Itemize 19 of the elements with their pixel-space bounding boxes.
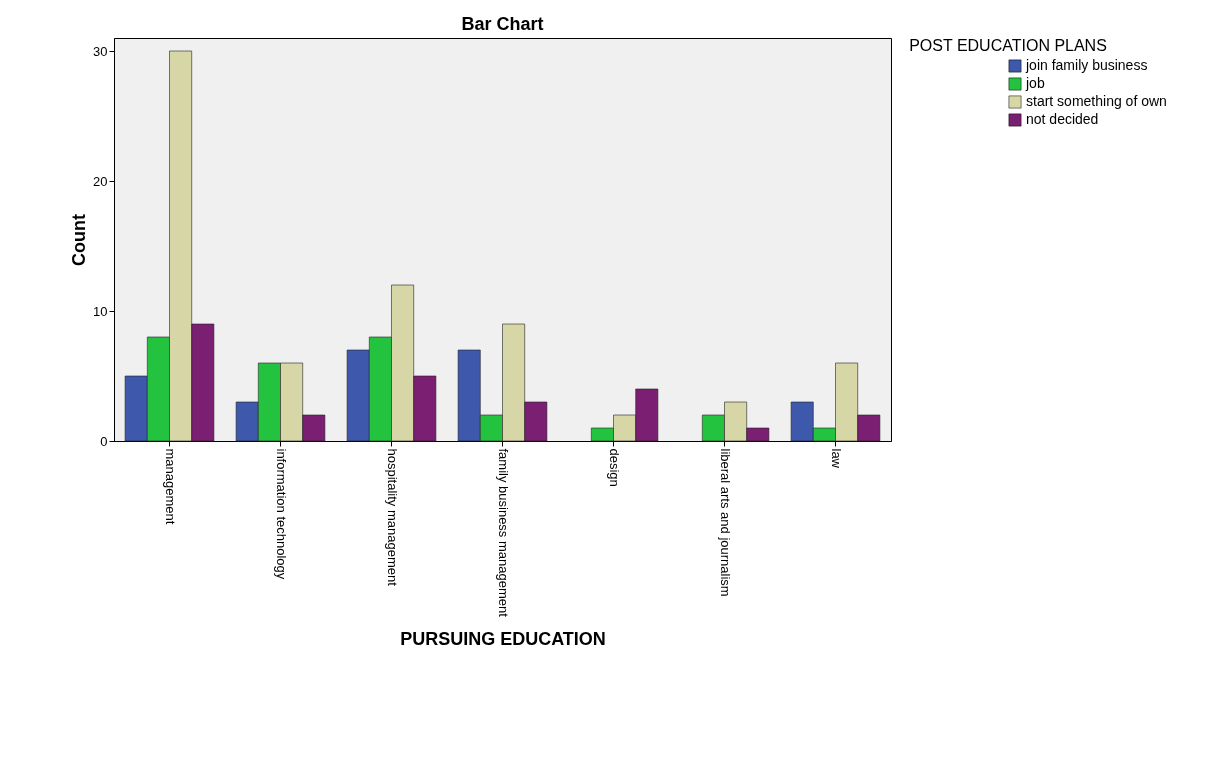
x-tick-label: information technology (273, 448, 289, 580)
legend-label: join family business (1025, 57, 1148, 73)
legend-title: POST EDUCATION PLANS (909, 37, 1107, 54)
x-tick-label: law (828, 448, 844, 469)
y-tick-label: 30 (93, 43, 108, 59)
x-tick-label: liberal arts and journalism (717, 448, 733, 597)
y-axis-title: Count (69, 214, 90, 266)
y-tick-label: 0 (100, 433, 108, 449)
legend-label: job (1025, 75, 1045, 91)
legend-label: not decided (1026, 111, 1099, 127)
chart-title: Bar Chart (461, 14, 544, 34)
x-axis-title: PURSUING EDUCATION (400, 628, 606, 649)
y-tick-label: 10 (93, 303, 108, 319)
x-tick-label: management (162, 448, 178, 525)
x-tick-label: design (606, 448, 622, 487)
legend-label: start something of own (1026, 93, 1167, 109)
x-tick-label: hospitality management (384, 448, 400, 587)
y-tick-label: 20 (93, 173, 108, 189)
x-tick-label: family business management (495, 448, 511, 618)
